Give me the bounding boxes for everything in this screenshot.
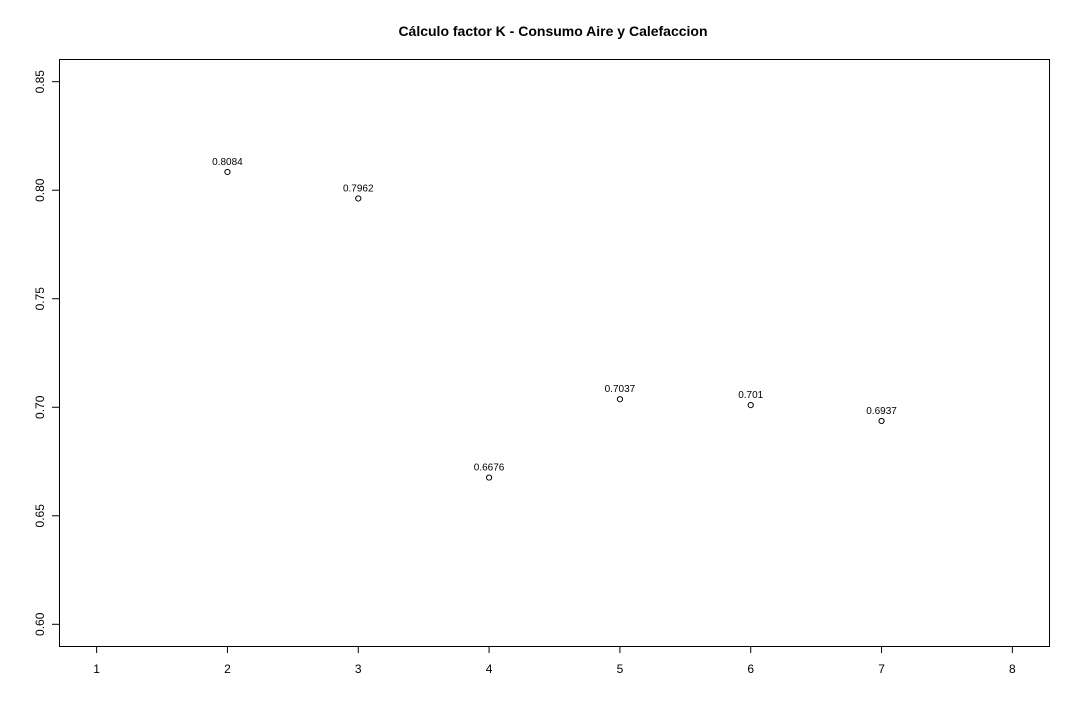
chart-title: Cálculo factor K - Consumo Aire y Calefa… — [398, 23, 707, 39]
x-tick-label: 8 — [1009, 662, 1016, 676]
data-points: 0.8084 0.7962 0.6676 0.7037 0.701 0.6937 — [212, 157, 897, 481]
data-point — [485, 474, 493, 481]
y-axis: 0.60 0.65 0.70 0.75 0.80 0.85 — [33, 70, 60, 636]
data-label: 0.7962 — [343, 183, 374, 194]
data-point — [355, 195, 362, 202]
plot-frame — [59, 59, 1050, 647]
x-tick-label: 5 — [617, 662, 624, 676]
x-axis: 1 2 3 4 5 6 7 8 — [93, 646, 1016, 676]
data-point — [747, 401, 754, 409]
x-tick-label: 1 — [93, 662, 100, 676]
y-tick-label: 0.85 — [33, 70, 47, 94]
data-label: 0.6676 — [474, 463, 505, 474]
x-tick-label: 3 — [355, 662, 362, 676]
data-point — [224, 168, 231, 176]
x-tick-label: 6 — [747, 662, 754, 676]
y-tick-label: 0.70 — [33, 395, 47, 419]
data-label: 0.7037 — [605, 384, 636, 395]
data-point — [616, 396, 624, 403]
y-tick-label: 0.60 — [33, 612, 47, 636]
y-tick-label: 0.75 — [33, 287, 47, 311]
y-tick-label: 0.65 — [33, 504, 47, 528]
y-tick-label: 0.80 — [33, 178, 47, 202]
x-tick-label: 2 — [224, 662, 231, 676]
x-tick-label: 4 — [486, 662, 493, 676]
data-label: 0.6937 — [866, 406, 897, 417]
x-tick-label: 7 — [878, 662, 885, 676]
data-label: 0.8084 — [212, 157, 243, 168]
data-point — [878, 417, 885, 425]
data-label: 0.701 — [738, 390, 763, 401]
